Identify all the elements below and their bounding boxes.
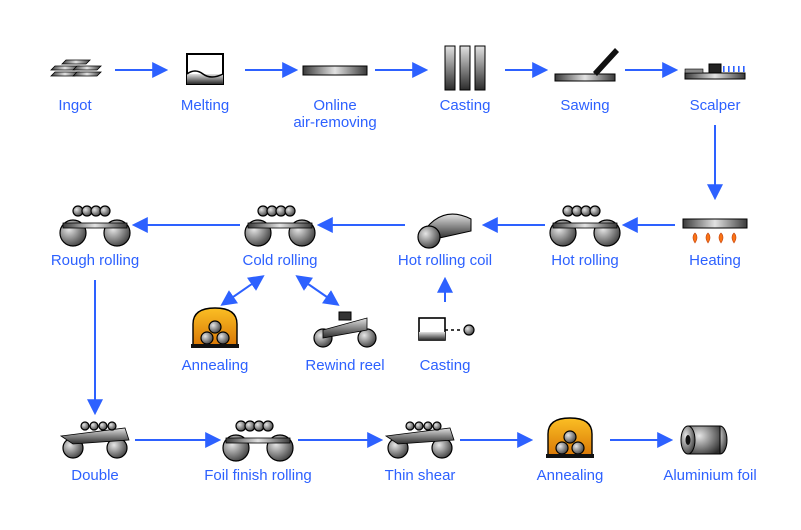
node-scalper: Scalper [685, 64, 745, 114]
ingot-icon [51, 60, 101, 76]
node-hot_rolling: Hot rolling [550, 206, 620, 269]
node-label: Double [71, 467, 119, 484]
rewind-icon [314, 312, 376, 347]
node-al_foil: Aluminium foil [663, 426, 756, 484]
heat_slab-icon [683, 219, 747, 243]
node-thin_shear: Thin shear [385, 422, 456, 484]
convey-icon [386, 422, 454, 458]
node-double: Double [61, 422, 129, 484]
node-casting2: Casting [419, 318, 474, 374]
node-label: Foil finish rolling [204, 467, 312, 484]
node-rewind_reel: Rewind reel [305, 312, 384, 374]
process-flow-diagram: Ingot Melting Onlineair-removing Casting Saw… [0, 0, 801, 530]
node-foil_finish: Foil finish rolling [204, 421, 312, 484]
node-cold_rolling: Cold rolling [242, 206, 317, 269]
node-label: Aluminium foil [663, 467, 756, 484]
node-label: Casting [440, 97, 491, 114]
node-label: Cold rolling [242, 252, 317, 269]
cast_box-icon [419, 318, 474, 340]
node-label: Annealing [537, 467, 604, 484]
convey-icon [61, 422, 129, 458]
slab-icon [303, 66, 367, 75]
node-sawing: Sawing [555, 48, 619, 114]
node-label: Rewind reel [305, 357, 384, 374]
node-hot_roll_coil: Hot rolling coil [398, 214, 492, 269]
node-label: Ingot [58, 97, 92, 114]
nodes-layer: Ingot Melting Onlineair-removing Casting Saw… [51, 46, 757, 484]
node-label: Thin shear [385, 467, 456, 484]
roll_mill-icon [245, 206, 315, 246]
node-casting: Casting [440, 46, 491, 114]
scalper-icon [685, 64, 745, 79]
roll_mill-icon [223, 421, 293, 461]
node-air_removing: Onlineair-removing [293, 66, 376, 131]
node-label: Casting [420, 357, 471, 374]
node-ingot: Ingot [51, 60, 101, 114]
node-label: Hot rolling coil [398, 252, 492, 269]
node-heating: Heating [683, 219, 747, 269]
node-label: Melting [181, 97, 229, 114]
crucible-icon [187, 54, 223, 84]
node-rough_rolling: Rough rolling [51, 206, 139, 269]
node-label: Annealing [182, 357, 249, 374]
node-label-2: air-removing [293, 114, 376, 131]
roll_mill-icon [550, 206, 620, 246]
node-melting: Melting [181, 54, 229, 114]
node-label: Heating [689, 252, 741, 269]
coil_curl-icon [418, 214, 471, 248]
node-label: Online [313, 97, 356, 114]
node-annealing2: Annealing [537, 418, 604, 484]
node-annealing1: Annealing [182, 308, 249, 374]
saw-icon [555, 48, 619, 81]
flow-arrow [298, 277, 337, 304]
node-label: Hot rolling [551, 252, 619, 269]
furnace-icon [546, 418, 594, 458]
flow-arrow [223, 277, 262, 304]
coil-icon [681, 426, 727, 454]
furnace-icon [191, 308, 239, 348]
roll_mill-icon [60, 206, 130, 246]
node-label: Rough rolling [51, 252, 139, 269]
billets-icon [445, 46, 485, 90]
node-label: Scalper [690, 97, 741, 114]
node-label: Sawing [560, 97, 609, 114]
